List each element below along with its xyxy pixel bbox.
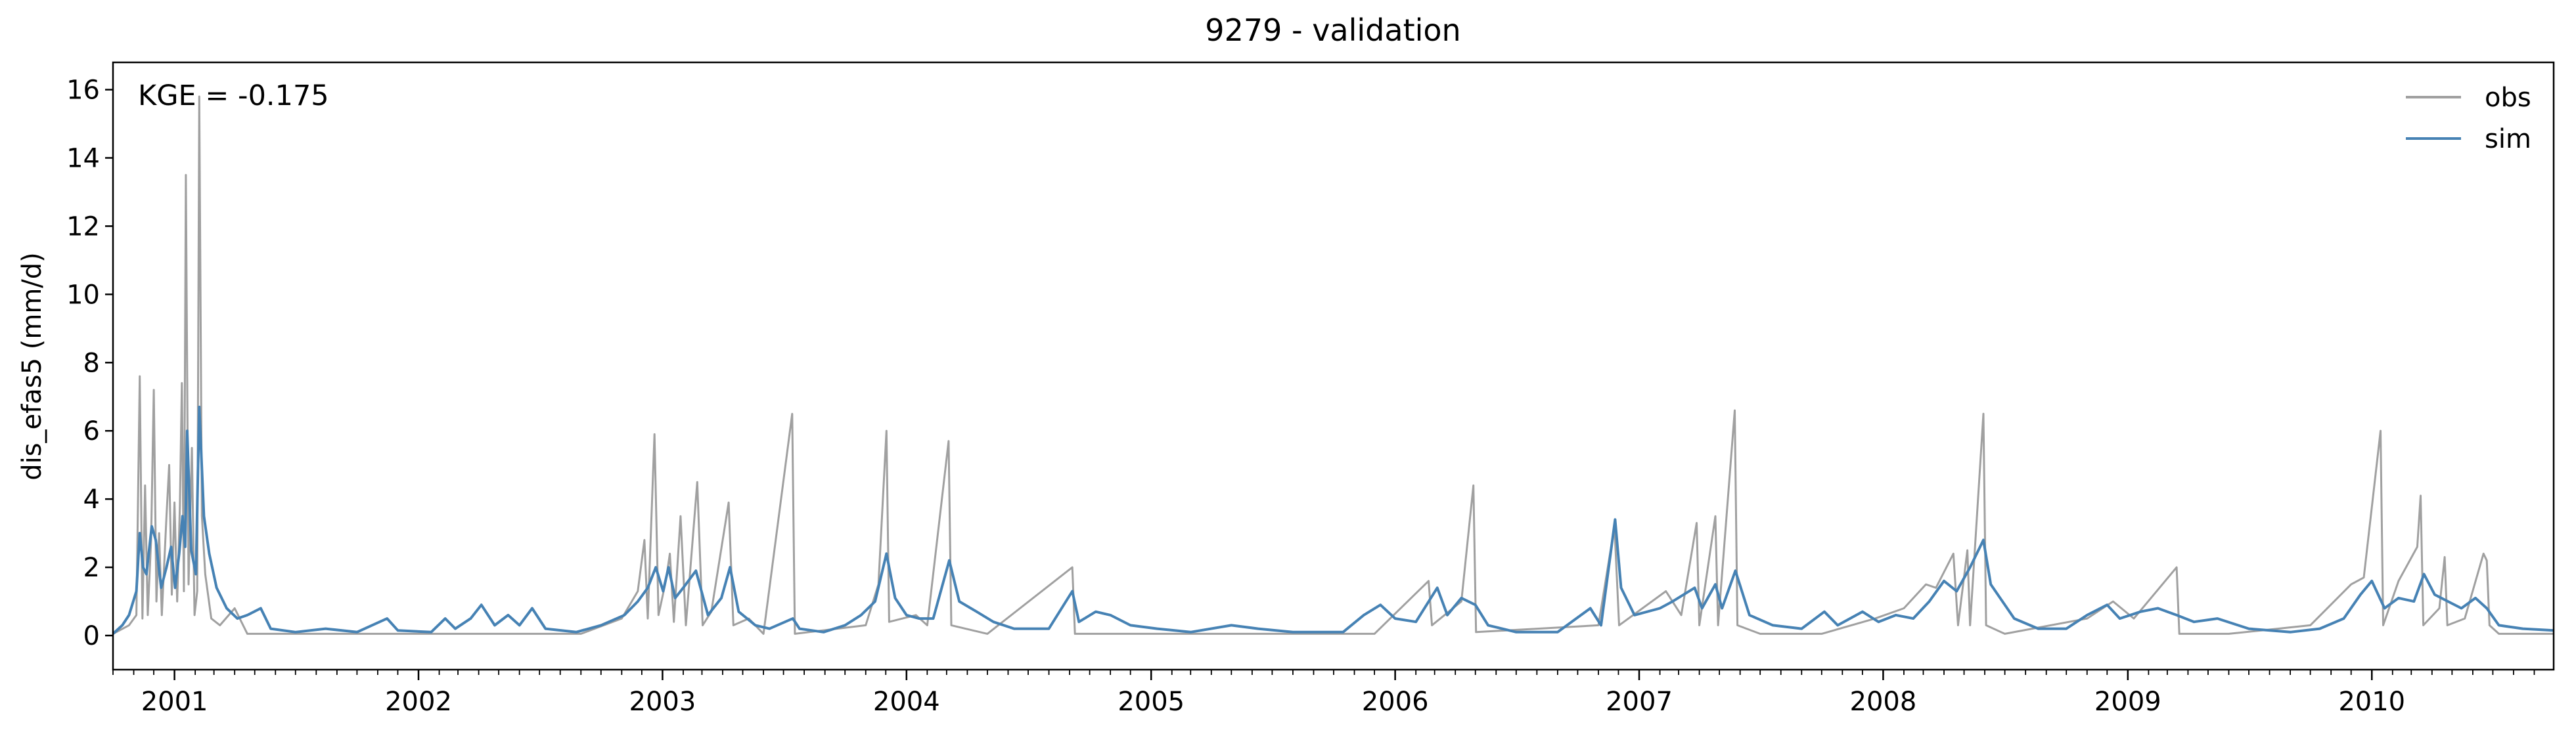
legend: obs sim: [2406, 83, 2531, 154]
x-tick-label: 2005: [1118, 687, 1185, 717]
y-tick-label: 0: [83, 621, 100, 651]
kge-annotation: KGE = -0.175: [138, 79, 329, 112]
y-tick-label: 4: [83, 485, 100, 515]
series-line-sim: [112, 405, 2554, 635]
series-line-obs: [112, 95, 2554, 635]
legend-label-sim: sim: [2485, 124, 2531, 154]
series-layer: [112, 95, 2554, 635]
plot-frame: [112, 61, 2555, 671]
y-tick-label: 16: [66, 76, 100, 106]
x-tick-label: 2006: [1362, 687, 1429, 717]
x-tick-label: 2009: [2094, 687, 2161, 717]
chart-title: 9279 - validation: [1205, 12, 1460, 48]
plot-area: 0 2 4 6 8 10 12 14 16 2001 2002 2003 2004 2005 2006 200…: [66, 61, 2555, 717]
y-axis-label: dis_efas5 (mm/d): [17, 252, 47, 481]
y-tick-label: 12: [66, 211, 100, 242]
x-tick-label: 2010: [2338, 687, 2405, 717]
y-tick-label: 8: [83, 348, 100, 378]
y-tick-label: 2: [83, 553, 100, 583]
x-tick-label: 2004: [873, 687, 940, 717]
y-tick-label: 6: [83, 416, 100, 446]
x-tick-label: 2003: [629, 687, 696, 717]
legend-label-obs: obs: [2485, 83, 2531, 113]
x-tick-label: 2001: [141, 687, 208, 717]
y-tick-label: 14: [66, 144, 100, 174]
x-tick-label: 2008: [1850, 687, 1917, 717]
y-tick-label: 10: [66, 280, 100, 310]
x-tick-label: 2002: [385, 687, 452, 717]
axes-layer: 0 2 4 6 8 10 12 14 16 2001 2002 2003 2004 2005 2006 200…: [66, 76, 2535, 717]
x-tick-label: 2007: [1606, 687, 1673, 717]
